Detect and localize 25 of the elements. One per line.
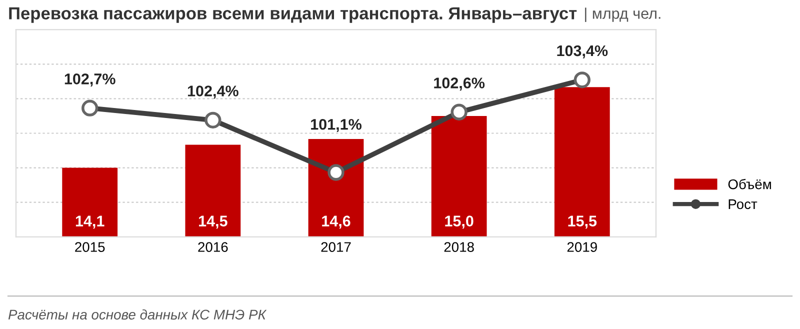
data-label: 15,5 bbox=[568, 216, 597, 229]
x-tick-label: 2017 bbox=[321, 242, 351, 252]
legend-label: Объём bbox=[728, 178, 771, 190]
point bbox=[574, 72, 590, 88]
chart-subtitle: | млрд чел. bbox=[585, 8, 660, 22]
data-label: 15,0 bbox=[445, 216, 474, 229]
data-label: 102,7% bbox=[64, 74, 116, 87]
x-tick-label: 2016 bbox=[198, 242, 228, 252]
x-tick-label: 2018 bbox=[444, 242, 474, 252]
point bbox=[450, 104, 468, 120]
data-label: 14,5 bbox=[199, 216, 228, 229]
data-label: 102,6% bbox=[434, 78, 485, 91]
data-label: 14,1 bbox=[76, 216, 104, 229]
point bbox=[82, 100, 98, 116]
x-tick-label: 2015 bbox=[75, 242, 105, 252]
data-label: 103,4% bbox=[557, 45, 608, 58]
chart-title: Перевозка пассажиров всеми видами транспорта. Январь–август bbox=[9, 7, 577, 23]
data-label: 101,1% bbox=[311, 118, 362, 132]
text: Расчёты на основе данных КС МНЭ РК bbox=[8, 309, 267, 320]
legend-label: Рост bbox=[728, 199, 758, 210]
point bbox=[204, 112, 222, 128]
data-label: 102,4% bbox=[188, 86, 238, 99]
x-tick-label: 2019 bbox=[567, 242, 597, 252]
point bbox=[328, 164, 344, 181]
data-label: 14,6 bbox=[322, 216, 350, 229]
